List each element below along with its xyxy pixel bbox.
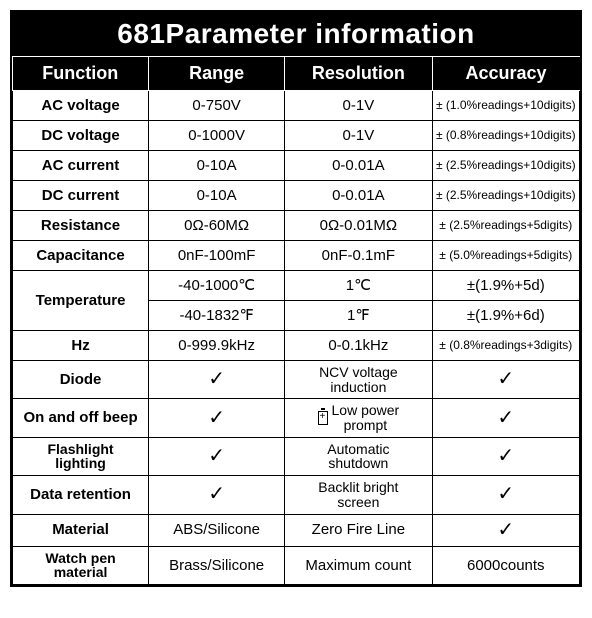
cell-range: ✓ (149, 437, 285, 475)
cell-accuracy: 6000counts (432, 546, 579, 584)
cell-resolution: 0-1V (285, 91, 432, 121)
cell-function: Temperature (13, 271, 149, 331)
cell-function: Hz (13, 331, 149, 361)
cell-accuracy: ± (2.5%readings+10digits) (432, 151, 579, 181)
table-row: Temperature-40-1000℃1℃±(1.9%+5d) (13, 271, 580, 301)
cell-accuracy: ± (2.5%readings+5digits) (432, 211, 579, 241)
cell-resolution: 1℉ (285, 301, 432, 331)
table-row: AC current0-10A0-0.01A± (2.5%readings+10… (13, 151, 580, 181)
cell-resolution: 0-0.1kHz (285, 331, 432, 361)
cell-accuracy: ±(1.9%+5d) (432, 271, 579, 301)
header-range: Range (149, 57, 285, 91)
cell-function: Watch penmaterial (13, 546, 149, 584)
cell-function: DC current (13, 181, 149, 211)
table-title: 681Parameter information (12, 12, 580, 56)
cell-range: ABS/Silicone (149, 514, 285, 546)
table-row: Capacitance0nF-100mF0nF-0.1mF± (5.0%read… (13, 241, 580, 271)
table-row: On and off beep✓Low powerprompt✓ (13, 399, 580, 437)
cell-accuracy: ± (2.5%readings+10digits) (432, 181, 579, 211)
cell-range: 0-10A (149, 151, 285, 181)
cell-accuracy: ✓ (432, 476, 579, 514)
cell-range: ✓ (149, 361, 285, 399)
cell-resolution: Automaticshutdown (285, 437, 432, 475)
cell-resolution: 0-1V (285, 121, 432, 151)
cell-resolution: NCV voltageinduction (285, 361, 432, 399)
header-row: Function Range Resolution Accuracy (13, 57, 580, 91)
table-row: Diode✓NCV voltageinduction✓ (13, 361, 580, 399)
table-row: DC current0-10A0-0.01A± (2.5%readings+10… (13, 181, 580, 211)
parameter-table: Function Range Resolution Accuracy AC vo… (12, 56, 580, 585)
cell-resolution: 0-0.01A (285, 151, 432, 181)
cell-function: Capacitance (13, 241, 149, 271)
cell-function: Material (13, 514, 149, 546)
cell-accuracy: ✓ (432, 361, 579, 399)
cell-accuracy: ± (0.8%readings+10digits) (432, 121, 579, 151)
cell-accuracy: ±(1.9%+6d) (432, 301, 579, 331)
cell-accuracy: ± (0.8%readings+3digits) (432, 331, 579, 361)
cell-resolution: Zero Fire Line (285, 514, 432, 546)
cell-resolution: 0-0.01A (285, 181, 432, 211)
cell-resolution: 1℃ (285, 271, 432, 301)
cell-accuracy: ± (5.0%readings+5digits) (432, 241, 579, 271)
cell-function: Flashlightlighting (13, 437, 149, 475)
table-row: Hz0-999.9kHz0-0.1kHz± (0.8%readings+3dig… (13, 331, 580, 361)
table-row: Watch penmaterialBrass/SiliconeMaximum c… (13, 546, 580, 584)
table-row: Data retention✓Backlit brightscreen✓ (13, 476, 580, 514)
battery-icon (318, 411, 328, 425)
cell-range: 0-999.9kHz (149, 331, 285, 361)
parameter-table-container: 681Parameter information Function Range … (10, 10, 582, 587)
cell-resolution: Maximum count (285, 546, 432, 584)
cell-accuracy: ✓ (432, 437, 579, 475)
table-row: DC voltage0-1000V0-1V± (0.8%readings+10d… (13, 121, 580, 151)
cell-range: 0-1000V (149, 121, 285, 151)
cell-accuracy: ± (1.0%readings+10digits) (432, 91, 579, 121)
cell-function: Data retention (13, 476, 149, 514)
cell-resolution: Backlit brightscreen (285, 476, 432, 514)
table-row: Flashlightlighting✓Automaticshutdown✓ (13, 437, 580, 475)
cell-range: 0nF-100mF (149, 241, 285, 271)
cell-range: Brass/Silicone (149, 546, 285, 584)
cell-accuracy: ✓ (432, 514, 579, 546)
cell-range: -40-1832℉ (149, 301, 285, 331)
cell-range: 0-10A (149, 181, 285, 211)
cell-function: DC voltage (13, 121, 149, 151)
cell-function: Diode (13, 361, 149, 399)
cell-resolution: 0Ω-0.01MΩ (285, 211, 432, 241)
cell-resolution: Low powerprompt (285, 399, 432, 437)
cell-range: ✓ (149, 399, 285, 437)
cell-accuracy: ✓ (432, 399, 579, 437)
header-function: Function (13, 57, 149, 91)
cell-range: -40-1000℃ (149, 271, 285, 301)
table-row: Resistance0Ω-60MΩ0Ω-0.01MΩ± (2.5%reading… (13, 211, 580, 241)
header-accuracy: Accuracy (432, 57, 579, 91)
header-resolution: Resolution (285, 57, 432, 91)
cell-function: Resistance (13, 211, 149, 241)
cell-function: On and off beep (13, 399, 149, 437)
cell-range: ✓ (149, 476, 285, 514)
cell-range: 0Ω-60MΩ (149, 211, 285, 241)
table-row: MaterialABS/SiliconeZero Fire Line✓ (13, 514, 580, 546)
cell-function: AC voltage (13, 91, 149, 121)
cell-resolution: 0nF-0.1mF (285, 241, 432, 271)
cell-function: AC current (13, 151, 149, 181)
cell-range: 0-750V (149, 91, 285, 121)
table-row: AC voltage0-750V0-1V± (1.0%readings+10di… (13, 91, 580, 121)
